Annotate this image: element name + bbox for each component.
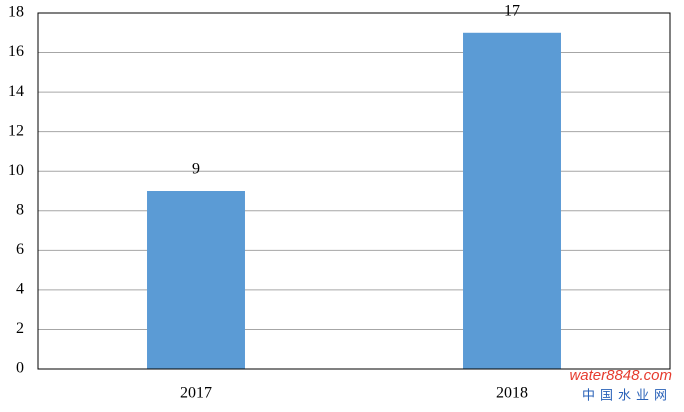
y-tick-label: 6 xyxy=(16,241,24,258)
data-label: 9 xyxy=(192,161,200,178)
data-label: 17 xyxy=(504,2,520,19)
y-tick-label: 2 xyxy=(16,320,24,337)
watermark: water8848.com xyxy=(569,367,672,384)
plot-frame xyxy=(37,12,671,370)
y-tick-label: 12 xyxy=(8,122,24,139)
y-tick-label: 0 xyxy=(16,360,24,377)
x-tick-label: 2018 xyxy=(496,385,528,402)
y-tick-label: 16 xyxy=(8,43,24,60)
watermark-subtitle: 中国水业网 xyxy=(582,389,672,404)
y-tick-label: 18 xyxy=(8,4,24,21)
y-tick-label: 14 xyxy=(8,83,24,100)
x-tick-label: 2017 xyxy=(180,385,212,402)
y-tick-label: 10 xyxy=(8,162,24,179)
y-tick-label: 4 xyxy=(16,281,24,298)
bar xyxy=(147,191,245,369)
bar xyxy=(463,32,561,370)
y-tick-label: 8 xyxy=(16,201,24,218)
